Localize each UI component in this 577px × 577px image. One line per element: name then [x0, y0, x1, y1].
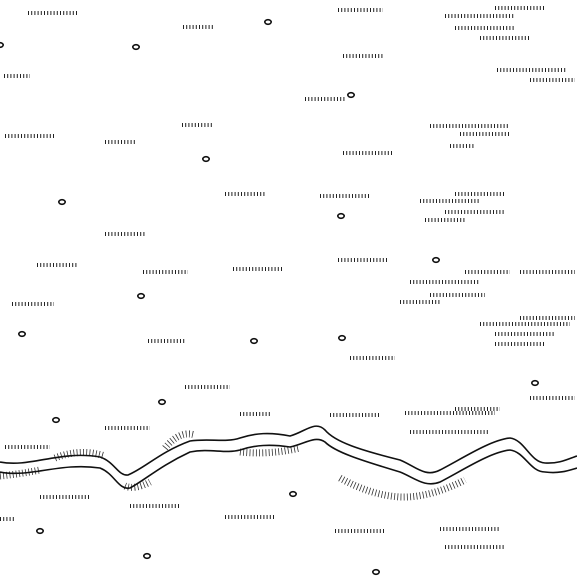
pond [431, 256, 440, 264]
river-bank-hatching [53, 449, 107, 462]
pond [530, 379, 539, 387]
river-bank [0, 425, 577, 476]
pond [0, 41, 4, 49]
river-bank-hatching [0, 466, 41, 480]
pond [57, 198, 66, 206]
pond [158, 398, 167, 406]
pond [263, 18, 272, 26]
pond [51, 416, 60, 424]
pond [143, 552, 152, 560]
pond [17, 330, 26, 338]
pond [346, 91, 355, 99]
river-bank [0, 438, 577, 489]
river-bank-hatching [162, 430, 197, 451]
pond [371, 568, 380, 576]
pond [288, 490, 297, 498]
pond [337, 334, 346, 342]
pond [202, 155, 211, 163]
river-bank-hatching [338, 474, 467, 501]
pond [137, 292, 146, 300]
pond [132, 43, 141, 51]
pond [250, 337, 259, 345]
pond [35, 527, 44, 535]
pond [336, 212, 345, 220]
